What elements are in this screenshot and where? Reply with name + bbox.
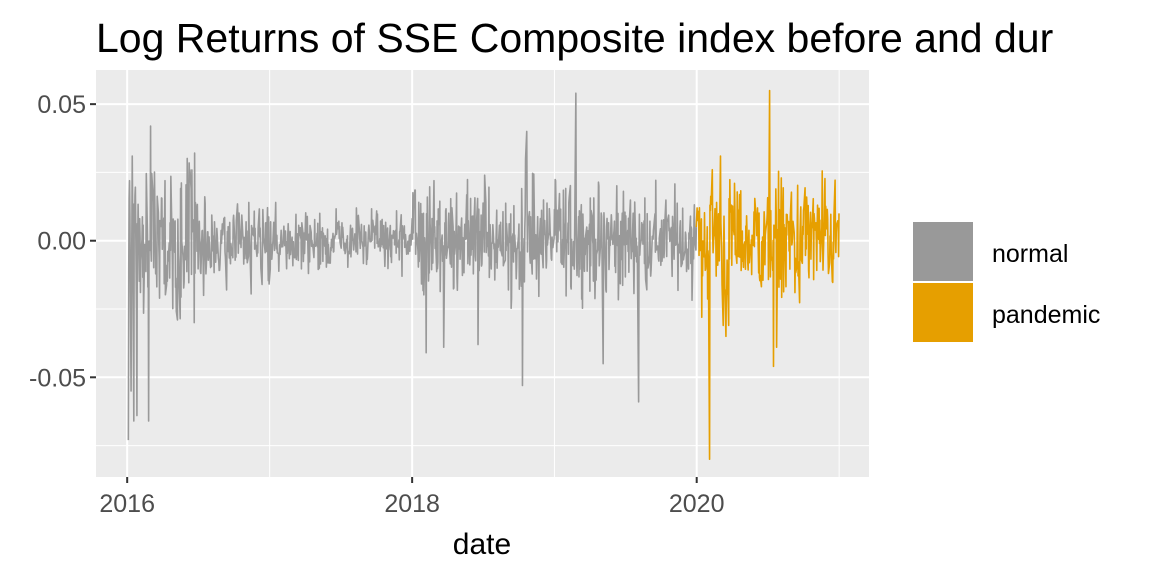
legend: normal pandemic [913,222,1100,342]
y-tick-label: -0.05 [29,364,86,392]
legend-label-normal: normal [992,240,1068,268]
x-tick-label: 2018 [384,490,440,518]
legend-label-pandemic: pandemic [992,301,1100,329]
series-line-pandemic [695,89,840,461]
chart-title: Log Returns of SSE Composite index befor… [96,15,1053,61]
y-tick-label: 0.05 [37,91,86,119]
grid-minor [96,70,869,477]
x-tick-label: 2020 [669,490,725,518]
legend-key-pandemic [913,283,973,342]
y-tick-label: 0.00 [37,228,86,256]
x-tick-label: 2016 [99,490,155,518]
x-axis: 2016 2018 2020 [99,477,725,518]
x-axis-title: date [453,528,511,561]
y-axis: 0.05 0.00 -0.05 [29,91,96,392]
plot-panel [96,70,869,477]
series-layer [127,89,840,461]
legend-key-normal [913,222,973,281]
series-line-normal [127,92,698,441]
